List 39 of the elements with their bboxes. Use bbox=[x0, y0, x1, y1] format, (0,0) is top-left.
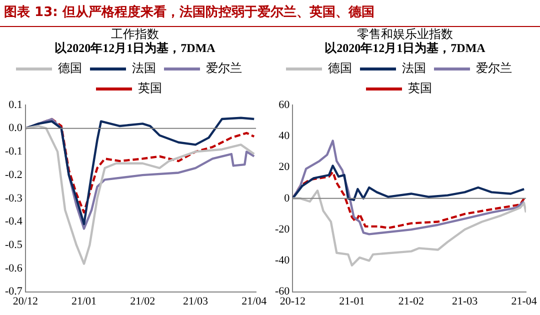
x-tick-label: 21-04 bbox=[511, 295, 538, 308]
legend-label: 爱尔兰 bbox=[476, 61, 512, 76]
legend-label: 英国 bbox=[408, 81, 432, 96]
y-tick-label: -0.1 bbox=[4, 146, 22, 158]
x-tick-label: 20-12 bbox=[280, 295, 306, 308]
y-tick-label: 0 bbox=[284, 192, 290, 204]
y-tick-label: -0.7 bbox=[4, 286, 23, 298]
y-tick-label: 20 bbox=[278, 161, 290, 174]
legend-label: 德国 bbox=[328, 61, 352, 76]
legend-label: 法国 bbox=[402, 61, 426, 76]
y-tick-label: -40 bbox=[274, 254, 290, 267]
y-tick-label: -0.6 bbox=[4, 262, 23, 274]
legend-label: 爱尔兰 bbox=[206, 61, 242, 76]
y-tick-label: 40 bbox=[278, 130, 290, 142]
x-tick-label: 21/04 bbox=[242, 295, 268, 308]
text: 图表 13: 但从严格程度来看，法国防控弱于爱尔兰、英国、德国 bbox=[0, 0, 540, 27]
x-tick-label: 21-02 bbox=[398, 295, 424, 308]
legend-label: 法国 bbox=[132, 61, 156, 76]
y-tick-label: -60 bbox=[274, 286, 290, 298]
chart-title: 工作指数 bbox=[110, 27, 160, 41]
y-tick-label: 60 bbox=[278, 98, 290, 111]
chart-title: 零售和娱乐业指数 bbox=[356, 27, 454, 41]
y-tick-label: -20 bbox=[274, 223, 290, 236]
x-tick-label: 21/01 bbox=[71, 295, 97, 308]
chart-subtitle: 以2020年12月1日为基，7DMA bbox=[324, 41, 486, 55]
legend-label: 英国 bbox=[138, 81, 162, 96]
y-tick-label: 0.0 bbox=[8, 122, 23, 134]
x-tick-label: 20/12 bbox=[12, 295, 38, 308]
y-tick-label: -0.5 bbox=[4, 238, 23, 251]
x-tick-label: 21-01 bbox=[339, 295, 365, 308]
chart-subtitle: 以2020年12月1日为基，7DMA bbox=[54, 41, 216, 55]
y-tick-label: -0.2 bbox=[4, 168, 22, 181]
x-tick-label: 21-03 bbox=[452, 295, 478, 308]
y-tick-label: 0.1 bbox=[8, 98, 22, 111]
y-tick-label: -0.3 bbox=[4, 192, 23, 204]
y-tick-label: -0.4 bbox=[4, 216, 23, 228]
legend-label: 德国 bbox=[58, 61, 82, 76]
x-tick-label: 21/03 bbox=[182, 295, 209, 308]
x-tick-label: 21/02 bbox=[130, 295, 156, 308]
